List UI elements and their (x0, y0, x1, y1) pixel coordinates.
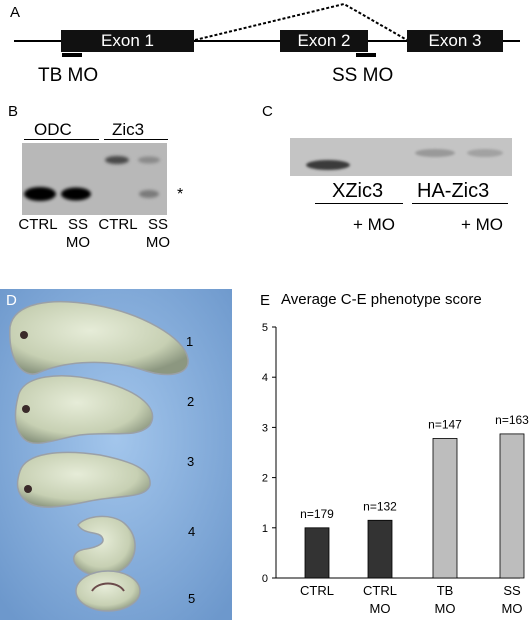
embryo-number-1: 1 (186, 334, 194, 349)
embryo-number-4: 4 (188, 524, 196, 539)
n-label-3: n=163 (495, 413, 529, 427)
chart-title: Average C-E phenotype score (281, 291, 482, 308)
ss-mo-label: SS MO (332, 65, 394, 86)
blot-bands (306, 149, 503, 170)
category-label-3: SS (503, 583, 521, 598)
ha-zic3-group-label: HA-Zic3 (417, 180, 490, 202)
bar-1 (367, 519, 393, 579)
band-odc-ss-mo (61, 187, 91, 201)
embryo-number-3: 3 (187, 454, 195, 469)
bar-0 (304, 527, 330, 579)
band-zic3-ss-mo-upper (138, 156, 160, 164)
category-label-2-line2: MO (435, 601, 456, 616)
y-tick-label-0: 0 (262, 573, 268, 585)
embryo-5 (75, 570, 141, 612)
phenotype-bar-chart: 0 1 2 3 4 5 n=179 CTRL n=132 CTRL MO n=147 TB MO n=163… (262, 322, 529, 616)
n-label-0: n=179 (300, 507, 334, 521)
category-label-2: TB (437, 583, 454, 598)
zic3-underline (104, 139, 168, 140)
band-ha-zic3 (415, 149, 455, 157)
western-blot-image (290, 138, 512, 176)
band-xzic3 (306, 160, 350, 170)
odc-underline (24, 139, 99, 140)
embryo-number-2: 2 (187, 394, 195, 409)
panel-e-label: E (260, 292, 271, 309)
category-label-3-line2: MO (502, 601, 523, 616)
category-label-1-line2: MO (370, 601, 391, 616)
n-label-2: n=147 (428, 417, 462, 431)
ha-zic3-mo-label: + MO (461, 215, 504, 234)
panel-a-label: A (10, 4, 21, 21)
lane-label-4: SS MO (145, 216, 171, 251)
rt-pcr-gel-image (22, 143, 167, 215)
exon-1-box: Exon 1 (61, 30, 194, 52)
xzic3-mo-label: + MO (353, 215, 396, 234)
ss-mo-bar (356, 53, 376, 57)
embryo-number-5: 5 (188, 591, 196, 606)
category-label-1: CTRL (363, 583, 397, 598)
exon-3-box: Exon 3 (407, 30, 503, 52)
panel-d-label: D (6, 292, 17, 309)
y-tick-label-5: 5 (262, 322, 268, 334)
band-ha-zic3-mo (467, 149, 503, 157)
panel-c-label: C (262, 103, 273, 120)
panel-b-label: B (8, 103, 19, 120)
n-label-1: n=132 (363, 499, 397, 513)
y-tick-label-4: 4 (262, 372, 268, 384)
splice-dashed-line (194, 2, 408, 41)
band-zic3-ctrl (105, 156, 129, 164)
category-label-0: CTRL (300, 583, 334, 598)
tb-mo-bar (62, 53, 82, 57)
lane-label-3: CTRL (98, 216, 138, 233)
xzic3-underline (315, 203, 403, 204)
tb-mo-label: TB MO (38, 65, 99, 86)
zic3-group-label: Zic3 (112, 120, 145, 139)
bar-3 (499, 433, 525, 579)
band-zic3-ss-mo-lower (139, 190, 159, 198)
gel-bands (24, 156, 160, 201)
bar-2 (432, 438, 458, 579)
band-odc-ctrl (24, 187, 56, 201)
xzic3-group-label: XZic3 (332, 180, 384, 202)
embryo-3 (16, 451, 151, 508)
y-tick-label-1: 1 (262, 523, 268, 535)
embryo-illustration (0, 289, 232, 620)
exon-2-box: Exon 2 (280, 30, 368, 52)
embryo-1 (9, 300, 189, 376)
embryo-4 (73, 515, 136, 577)
y-tick-label-3: 3 (262, 422, 268, 434)
lane-label-1: CTRL (18, 216, 58, 233)
embryo-2 (14, 375, 154, 444)
embryo-photo (0, 289, 232, 620)
asterisk-mark: * (177, 186, 184, 203)
ha-zic3-underline (412, 203, 508, 204)
odc-group-label: ODC (34, 120, 72, 139)
lane-label-2: SS MO (65, 216, 91, 251)
y-tick-label-2: 2 (262, 473, 268, 485)
